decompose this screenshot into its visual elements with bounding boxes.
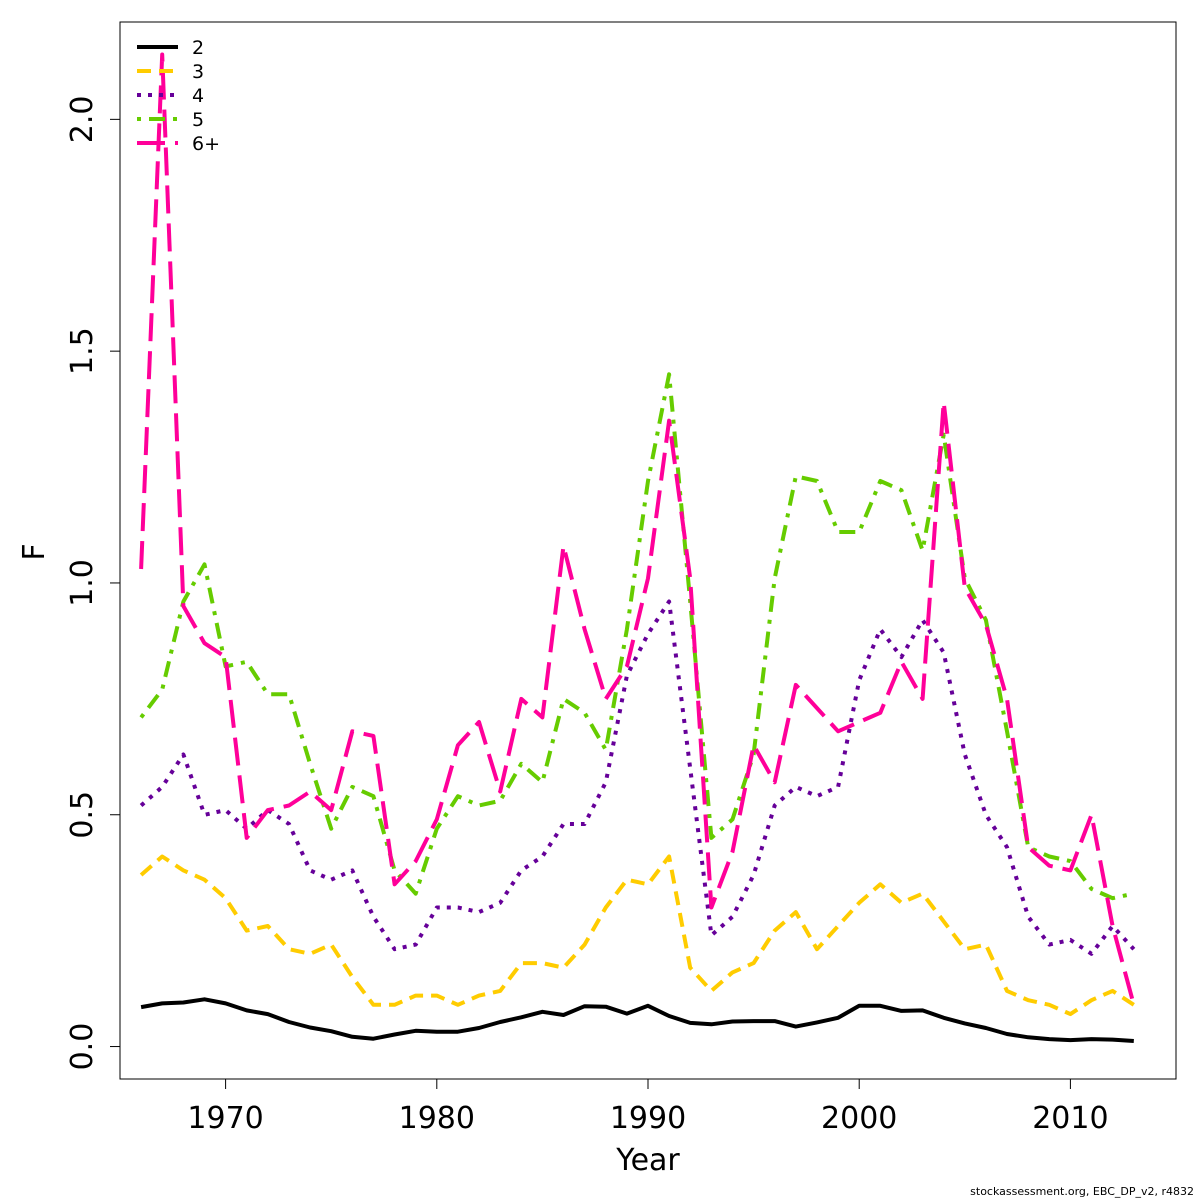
x-axis: 1970 1980 1990 2000 2010: [187, 1079, 1109, 1136]
x-tick-label: 1970: [187, 1101, 263, 1136]
y-tick-label: 0.0: [65, 1023, 100, 1071]
y-tick-label: 1.5: [65, 327, 100, 375]
y-tick-label: 2.0: [65, 95, 100, 143]
legend-label: 4: [192, 85, 204, 107]
y-tick-label: 1.0: [65, 559, 100, 607]
series-line-3: [139, 854, 1135, 1017]
x-tick-label: 1980: [399, 1101, 475, 1136]
series-line-5: [139, 372, 1135, 901]
x-tick-label: 2000: [821, 1101, 897, 1136]
footer-credit: stockassessment.org, EBC_DP_v2, r4832: [970, 1185, 1194, 1198]
series-line-6plus: [139, 52, 1136, 1006]
series-line-4: [139, 599, 1136, 956]
x-axis-title: Year: [615, 1143, 680, 1178]
y-axis: 0.0 0.5 1.0 1.5 2.0: [65, 95, 120, 1070]
legend-label: 3: [192, 61, 204, 83]
legend-label: 5: [192, 109, 204, 131]
legend-label: 6+: [192, 133, 220, 155]
x-tick-label: 1990: [610, 1101, 686, 1136]
y-axis-title: F: [17, 543, 52, 560]
x-tick-label: 2010: [1032, 1101, 1108, 1136]
series-layer: [139, 52, 1136, 1043]
series-line-2: [140, 997, 1134, 1043]
y-tick-label: 0.5: [65, 791, 100, 839]
plot-area-box: [119, 21, 1177, 1080]
legend-label: 2: [192, 37, 204, 59]
